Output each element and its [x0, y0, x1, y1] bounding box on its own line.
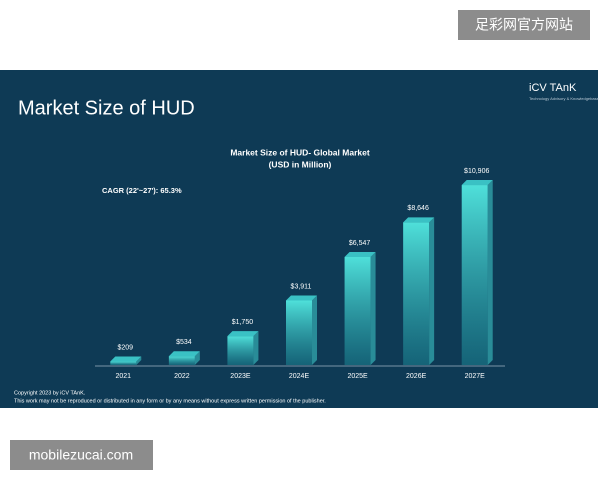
- bar-side: [487, 180, 493, 365]
- bar: [168, 356, 195, 365]
- bar: [286, 300, 312, 365]
- notice: This work may not be reproduced or distr…: [14, 398, 326, 404]
- value-label: $3,911: [291, 283, 312, 290]
- value-label: $10,906: [464, 168, 489, 175]
- bar: [344, 256, 371, 365]
- logo: iCV TAnK: [529, 82, 577, 94]
- bar: [403, 222, 430, 365]
- x-tick-label: 2025E: [347, 373, 368, 380]
- watermark: 足彩网官方网站: [475, 17, 573, 33]
- bar-top: [227, 331, 259, 337]
- x-tick-label: 2023E: [230, 373, 251, 380]
- value-label: $8,646: [407, 205, 429, 212]
- bar-top: [403, 217, 435, 223]
- bar-side: [194, 351, 200, 365]
- watermark-box: [10, 440, 153, 470]
- slide-title: Market Size of HUD: [18, 97, 195, 119]
- bar: [110, 361, 137, 365]
- value-label: $1,750: [232, 319, 254, 326]
- cagr-note: CAGR (22'~27'): 65.3%: [102, 186, 182, 195]
- x-tick-label: 2024E: [289, 373, 310, 380]
- watermark: mobilezucai.com: [29, 447, 133, 463]
- value-label: $209: [117, 344, 133, 351]
- bar: [227, 336, 254, 365]
- bar-top: [110, 356, 142, 362]
- value-label: $6,547: [349, 240, 371, 247]
- chart-title: Market Size of HUD- Global Market: [230, 147, 370, 157]
- bar-side: [370, 251, 376, 365]
- x-tick-label: 2022: [174, 373, 190, 380]
- bar-side: [312, 295, 317, 365]
- x-tick-label: 2021: [115, 373, 131, 380]
- x-tick-label: 2027E: [465, 373, 486, 380]
- value-label: $534: [176, 339, 192, 346]
- bar-top: [461, 180, 493, 186]
- chart-subtitle: (USD in Million): [269, 159, 332, 169]
- x-tick-label: 2026E: [406, 373, 427, 380]
- copyright: Copyright 2023 by iCV TAnK.: [14, 390, 86, 396]
- watermark-box: [458, 10, 590, 40]
- bar-side: [253, 331, 259, 365]
- bar-top: [286, 295, 317, 301]
- bar-side: [136, 356, 142, 365]
- bar: [461, 185, 488, 365]
- bar-side: [429, 217, 435, 365]
- bar-top: [168, 351, 200, 357]
- bar-top: [344, 251, 376, 257]
- logo-tagline: Technology Advisory & Knowledgebase: [529, 96, 600, 101]
